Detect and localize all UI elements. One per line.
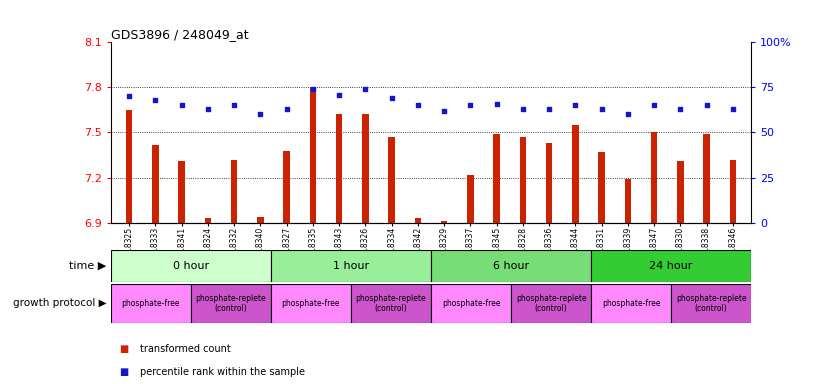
Point: [438, 108, 451, 114]
Text: 0 hour: 0 hour: [172, 261, 209, 271]
Point: [700, 103, 713, 109]
Text: 1 hour: 1 hour: [333, 261, 369, 271]
Text: phosphate-free: phosphate-free: [282, 299, 340, 308]
Bar: [441, 221, 447, 223]
Point: [122, 93, 135, 99]
Point: [674, 106, 687, 112]
Point: [254, 111, 267, 118]
Point: [543, 106, 556, 112]
Bar: [677, 161, 684, 223]
Text: ■: ■: [119, 344, 128, 354]
Point: [621, 111, 635, 118]
Text: phosphate-replete
(control): phosphate-replete (control): [516, 294, 586, 313]
Text: phosphate-replete
(control): phosphate-replete (control): [676, 294, 746, 313]
Point: [727, 106, 740, 112]
Bar: [625, 179, 631, 223]
Bar: [111, 250, 271, 282]
Bar: [152, 144, 158, 223]
Point: [175, 103, 188, 109]
Text: phosphate-free: phosphate-free: [122, 299, 180, 308]
Point: [648, 103, 661, 109]
Point: [280, 106, 293, 112]
Bar: [651, 132, 658, 223]
Bar: [591, 284, 672, 323]
Text: phosphate-free: phosphate-free: [442, 299, 500, 308]
Bar: [336, 114, 342, 223]
Point: [227, 103, 241, 109]
Bar: [204, 218, 211, 223]
Point: [464, 103, 477, 109]
Text: 6 hour: 6 hour: [493, 261, 530, 271]
Bar: [283, 151, 290, 223]
Bar: [511, 284, 591, 323]
Point: [359, 86, 372, 92]
Bar: [191, 284, 271, 323]
Bar: [271, 250, 431, 282]
Bar: [704, 134, 710, 223]
Bar: [310, 88, 316, 223]
Bar: [591, 250, 751, 282]
Point: [201, 106, 214, 112]
Point: [385, 95, 398, 101]
Bar: [431, 284, 511, 323]
Bar: [178, 161, 185, 223]
Point: [149, 97, 162, 103]
Bar: [126, 110, 132, 223]
Bar: [362, 114, 369, 223]
Bar: [388, 137, 395, 223]
Bar: [257, 217, 264, 223]
Point: [411, 103, 424, 109]
Bar: [672, 284, 751, 323]
Bar: [730, 160, 736, 223]
Text: ■: ■: [119, 367, 128, 377]
Bar: [520, 137, 526, 223]
Bar: [271, 284, 351, 323]
Text: 24 hour: 24 hour: [649, 261, 693, 271]
Point: [595, 106, 608, 112]
Text: percentile rank within the sample: percentile rank within the sample: [140, 367, 305, 377]
Bar: [231, 160, 237, 223]
Text: phosphate-replete
(control): phosphate-replete (control): [355, 294, 426, 313]
Bar: [493, 134, 500, 223]
Text: GDS3896 / 248049_at: GDS3896 / 248049_at: [111, 28, 249, 41]
Bar: [431, 250, 591, 282]
Point: [333, 91, 346, 98]
Text: transformed count: transformed count: [140, 344, 231, 354]
Bar: [415, 218, 421, 223]
Point: [490, 101, 503, 107]
Bar: [599, 152, 605, 223]
Bar: [546, 143, 553, 223]
Point: [516, 106, 530, 112]
Text: phosphate-replete
(control): phosphate-replete (control): [195, 294, 266, 313]
Bar: [111, 284, 191, 323]
Text: growth protocol ▶: growth protocol ▶: [13, 298, 107, 308]
Point: [306, 86, 319, 92]
Text: phosphate-free: phosphate-free: [602, 299, 660, 308]
Point: [569, 103, 582, 109]
Text: time ▶: time ▶: [70, 261, 107, 271]
Bar: [572, 125, 579, 223]
Bar: [467, 175, 474, 223]
Bar: [351, 284, 431, 323]
